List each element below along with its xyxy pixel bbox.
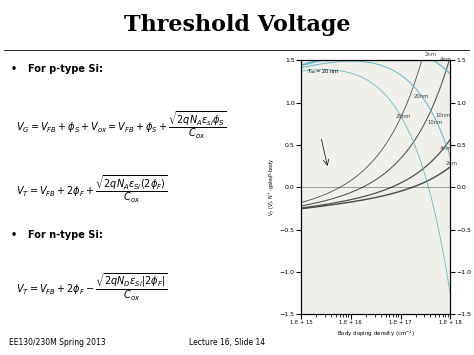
Text: 4nm: 4nm	[439, 146, 451, 151]
Text: 20nm: 20nm	[396, 114, 411, 119]
X-axis label: Body doping density (cm$^{-1}$): Body doping density (cm$^{-1}$)	[337, 328, 415, 339]
Text: 2nm: 2nm	[424, 52, 436, 57]
Text: 4nm: 4nm	[439, 57, 451, 62]
Text: For n-type Si:: For n-type Si:	[28, 230, 103, 240]
Text: 20nm: 20nm	[413, 94, 428, 99]
Text: $V_T = V_{FB} + 2\phi_F + \dfrac{\sqrt{2qN_A\varepsilon_{Si}(2\phi_F)}}{C_{ox}}$: $V_T = V_{FB} + 2\phi_F + \dfrac{\sqrt{2…	[17, 174, 168, 205]
Text: $T_{ox} = 20$ nm: $T_{ox} = 20$ nm	[307, 67, 339, 76]
Text: 10nm: 10nm	[428, 120, 443, 125]
Text: $V_T = V_{FB} + 2\phi_F - \dfrac{\sqrt{2qN_D\varepsilon_{Si}|2\phi_F|}}{C_{ox}}$: $V_T = V_{FB} + 2\phi_F - \dfrac{\sqrt{2…	[17, 272, 168, 304]
Text: For p-type Si:: For p-type Si:	[28, 65, 103, 75]
Text: 2nm: 2nm	[446, 161, 457, 166]
Text: •: •	[10, 65, 17, 75]
Text: EE130/230M Spring 2013: EE130/230M Spring 2013	[9, 338, 106, 347]
Text: •: •	[10, 230, 17, 240]
Text: Threshold Voltage: Threshold Voltage	[124, 15, 350, 37]
Text: $V_G = V_{FB} + \phi_S + V_{ox} = V_{FB} + \phi_S + \dfrac{\sqrt{2qN_A\varepsilo: $V_G = V_{FB} + \phi_S + V_{ox} = V_{FB}…	[17, 109, 227, 141]
Y-axis label: $V_T$ (V), N$^+$-gate/P-body: $V_T$ (V), N$^+$-gate/P-body	[267, 158, 277, 217]
Text: Lecture 16, Slide 14: Lecture 16, Slide 14	[190, 338, 265, 347]
Text: 10nm: 10nm	[435, 113, 451, 118]
